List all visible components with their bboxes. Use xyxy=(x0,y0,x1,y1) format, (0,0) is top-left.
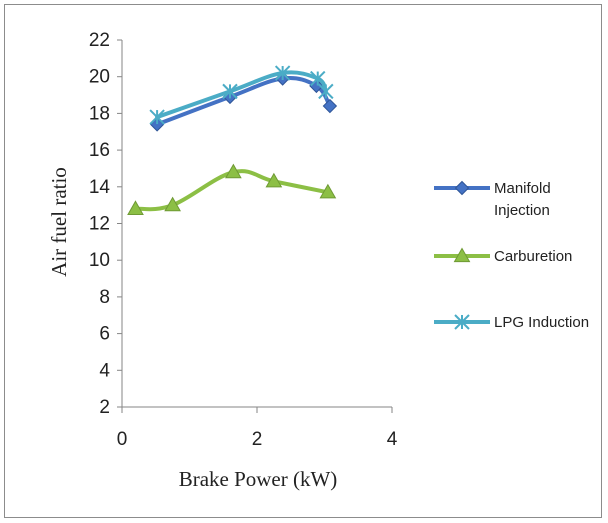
legend-label: Injection xyxy=(494,202,550,219)
data-point xyxy=(265,172,283,188)
y-tick-label: 2 xyxy=(99,397,110,418)
x-tick-label: 0 xyxy=(117,429,128,450)
x-tick-labels: 0 2 4 xyxy=(117,429,398,450)
legend-label: Manifold xyxy=(494,180,551,197)
data-point xyxy=(225,163,242,179)
series-manifold-injection xyxy=(149,71,338,132)
y-axis-title: Air fuel ratio xyxy=(47,167,71,277)
data-point xyxy=(453,247,471,263)
y-tick-label: 10 xyxy=(89,250,110,271)
y-tick-label: 22 xyxy=(89,30,110,51)
series-carburetion xyxy=(127,163,337,215)
data-point xyxy=(222,83,238,100)
data-point xyxy=(127,200,144,215)
data-point xyxy=(319,183,337,199)
legend: Manifold Injection Carburetion LPG Inductio… xyxy=(434,180,589,331)
y-tick-label: 14 xyxy=(89,177,111,198)
y-tick-labels: 2 4 6 8 10 12 14 16 18 20 22 xyxy=(89,30,111,418)
legend-item: Carburetion xyxy=(434,247,572,265)
data-point xyxy=(164,196,181,212)
axes xyxy=(117,39,393,413)
chart-frame xyxy=(4,4,602,518)
series-lines xyxy=(127,65,338,215)
data-point xyxy=(274,65,291,81)
x-tick-label: 4 xyxy=(387,429,398,450)
data-point xyxy=(149,109,165,125)
data-point xyxy=(454,314,470,330)
y-tick-label: 8 xyxy=(99,287,110,308)
y-tick-label: 12 xyxy=(89,214,110,235)
legend-label: Carburetion xyxy=(494,248,572,265)
legend-label: LPG Induction xyxy=(494,314,589,331)
data-point xyxy=(318,83,334,100)
y-tick-label: 4 xyxy=(99,360,110,381)
series-lpg-induction xyxy=(149,65,334,125)
x-axis-title: Brake Power (kW) xyxy=(179,467,338,491)
y-tick-label: 6 xyxy=(99,324,110,345)
x-tick-label: 2 xyxy=(252,429,263,450)
legend-item: LPG Induction xyxy=(434,314,589,331)
data-point xyxy=(322,98,338,114)
data-point xyxy=(454,180,470,196)
y-tick-label: 20 xyxy=(89,67,110,88)
y-tick-label: 16 xyxy=(89,140,110,161)
y-tick-label: 18 xyxy=(89,103,110,124)
data-point xyxy=(310,70,326,87)
legend-item: Manifold Injection xyxy=(434,180,551,219)
